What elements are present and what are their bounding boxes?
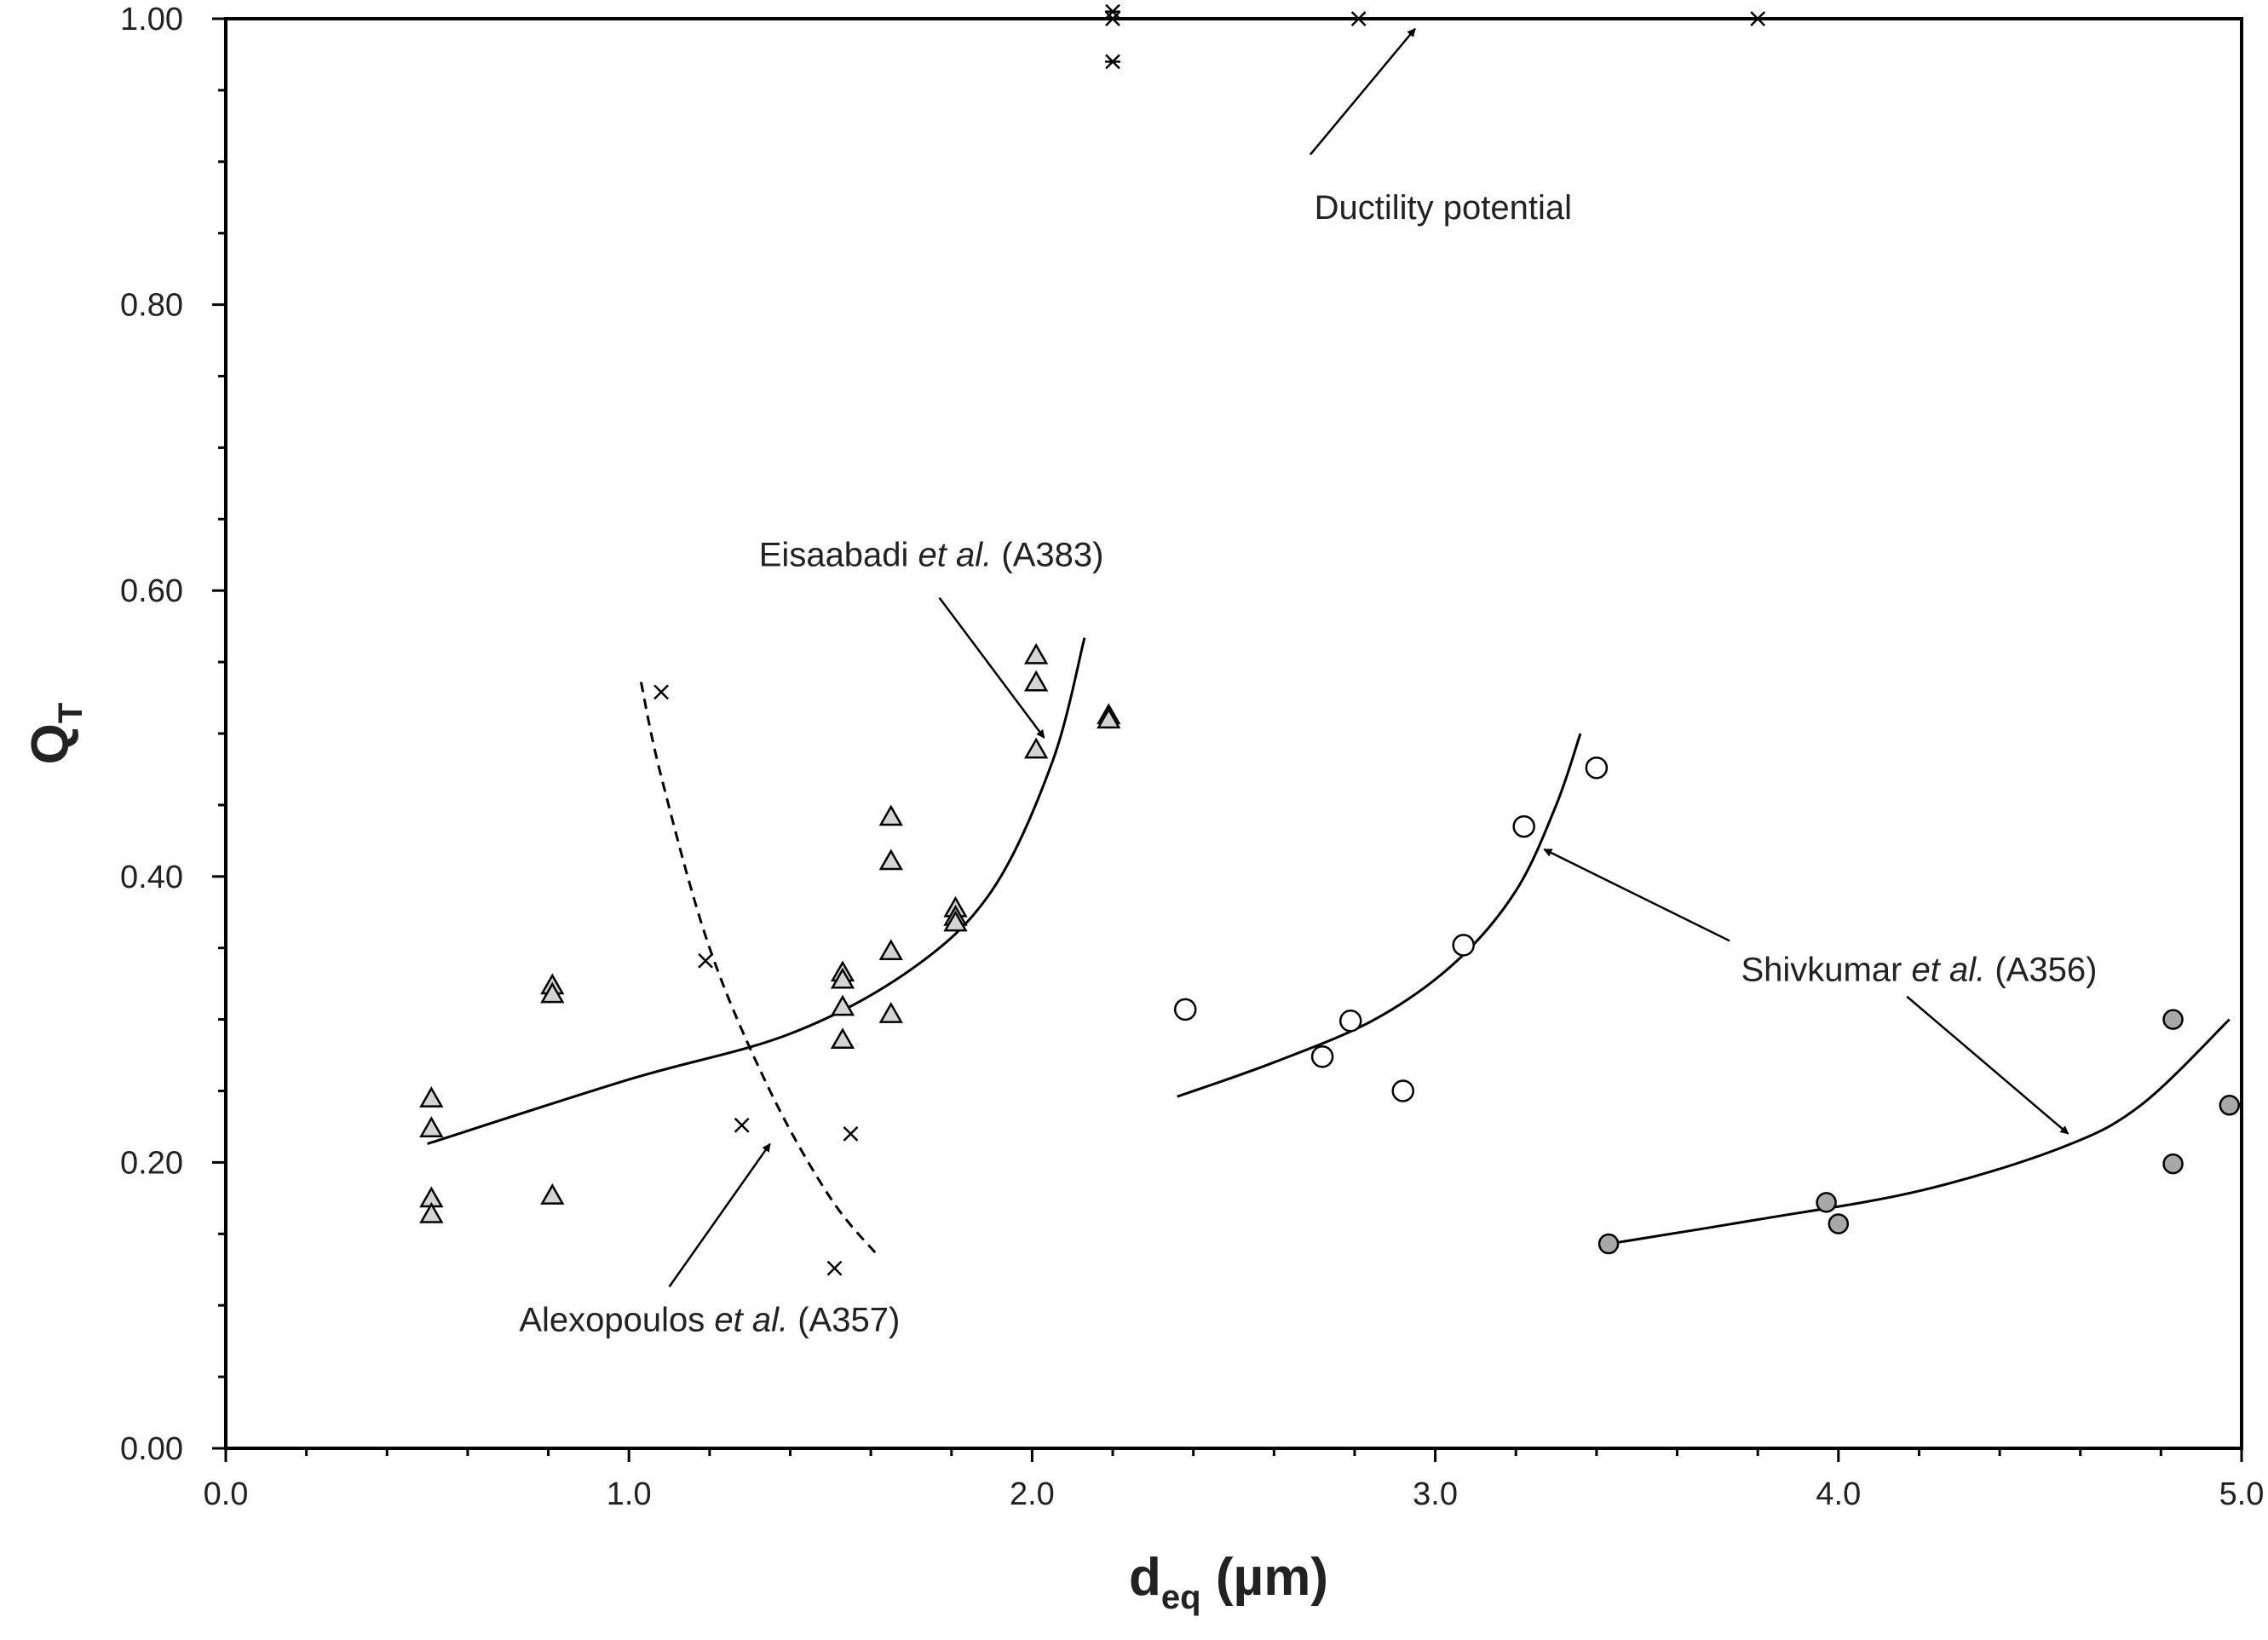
x-tick-label: 4.0 [1816,1476,1861,1512]
data-point-triangle [830,1027,855,1050]
data-point-triangle [943,910,968,932]
data-point-triangle [878,804,903,826]
data-point-triangle [878,939,903,960]
annotation-label-part: et al. [918,537,993,574]
trend-line [639,682,880,1258]
data-point-circle-filled [2219,1095,2241,1116]
data-point-triangle [830,967,855,989]
data-point-triangle [878,849,903,871]
y-tick-label: 0.00 [120,1431,183,1467]
data-point-x [734,1117,750,1133]
data-point-circle [1173,998,1197,1021]
trend-line [427,637,1086,1146]
annotation-label-part: Shivkumar [1741,951,1911,988]
annotation-label-part: (A357) [788,1301,900,1338]
annotation-label-part: Alexopoulos [519,1301,714,1338]
annotation-label-part: (A356) [1985,951,2097,988]
x-tick-label: 0.0 [204,1476,249,1512]
y-tick-label: 0.40 [120,860,183,895]
annotation-label-part: et al. [714,1301,788,1338]
data-point-triangle [1023,737,1049,759]
data-point-triangle [419,1086,444,1108]
trend-line [1608,1018,2231,1246]
data-point-circle [1585,757,1609,780]
x-tick-label: 2.0 [1010,1476,1055,1512]
data-point-x [843,1125,859,1142]
x-tick-label: 3.0 [1413,1476,1458,1512]
y-tick-label: 0.60 [120,573,183,609]
annotation-label-part: Eisaabadi [759,537,918,574]
data-point-circle-filled [2162,1009,2184,1030]
data-point-triangle [419,1201,444,1223]
data-point-circle-filled [1816,1192,1837,1213]
y-tick-label: 0.20 [120,1145,183,1181]
annotation-arrow [1906,995,2069,1135]
data-point-asterisk [1750,11,1766,26]
data-point-triangle [540,981,565,1004]
trend-lines [427,17,2231,1258]
x-axis-title: deq (µm) [1129,1548,1328,1616]
data-point-circle-filled [2162,1153,2184,1175]
data-point-asterisk [1350,11,1367,26]
data-points [419,3,2241,1276]
annotation-label: Ductility potential [1315,189,1572,227]
annotation-label: Alexopoulos et al. (A357) [519,1301,900,1338]
axes: 0.0 1.0 2.0 3.0 4.0 5.0 0.00 0.20 0.40 0.60 0.80 1.… [120,2,2264,1512]
annotation-label-part: et al. [1912,951,1986,988]
annotation-arrow [938,596,1045,739]
data-point-triangle [1023,642,1049,665]
data-point-circle [1338,1010,1362,1033]
data-point-asterisk [1105,11,1121,26]
plot-area [224,17,2243,1450]
data-point-triangle [540,1183,565,1205]
data-point-triangle [878,1002,903,1023]
data-point-triangle [830,994,855,1016]
data-point-x [826,1260,843,1276]
data-point-x [653,684,669,700]
annotation-arrow [668,1142,771,1288]
annotation-arrow [1309,27,1416,156]
y-axis-title: QT [21,703,89,765]
data-point-triangle [419,1116,444,1138]
data-point-triangle [1097,707,1121,729]
y-tick-label: 0.80 [120,288,183,324]
annotation-label: Shivkumar et al. (A356) [1741,951,2097,988]
data-point-asterisk [1105,3,1121,20]
data-point-circle [1310,1044,1334,1068]
y-tick-label: 1.00 [120,2,183,37]
data-point-circle [1391,1079,1414,1102]
x-tick-label: 5.0 [2219,1476,2265,1512]
annotations: Eisaabadi et al. (A383) Alexopoulos et al… [519,27,2097,1338]
data-point-x [698,952,713,969]
data-point-triangle [1023,670,1049,692]
data-point-circle [1452,934,1475,957]
annotation-label-part: (A383) [992,537,1103,574]
annotation-label: Eisaabadi et al. (A383) [759,537,1104,574]
data-point-circle [1512,814,1535,838]
data-point-circle-filled [1828,1213,1850,1234]
data-point-asterisk [1105,54,1121,70]
annotation-arrow [1543,848,1730,942]
annotation-label-part: Ductility potential [1315,189,1572,227]
data-point-circle-filled [1597,1233,1620,1255]
x-tick-label: 1.0 [607,1476,652,1512]
trend-line [1177,733,1582,1098]
